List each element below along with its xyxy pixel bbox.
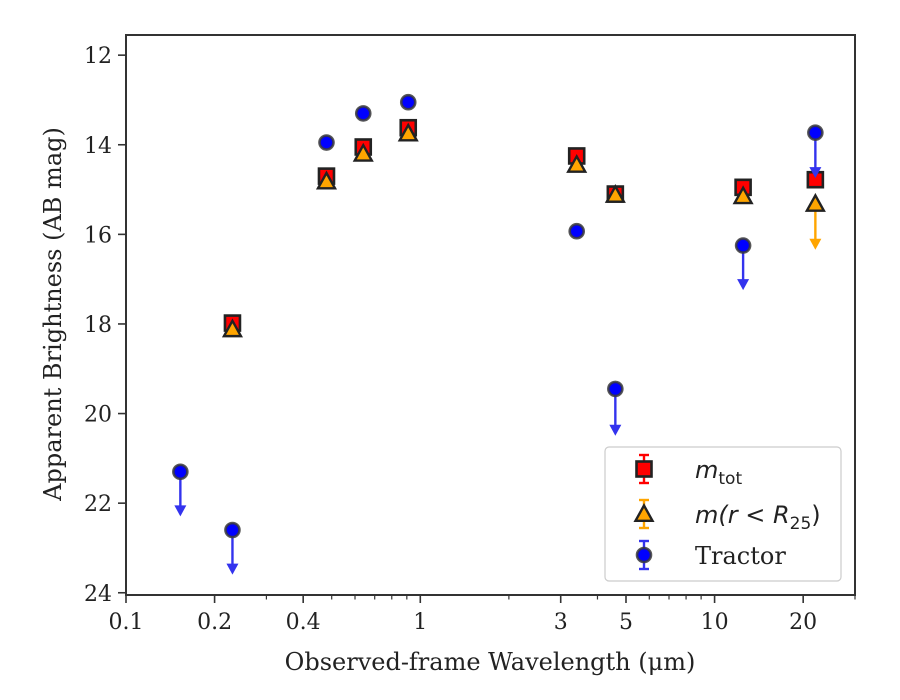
upper-limit-arrowhead — [174, 505, 187, 517]
legend-circle-marker — [635, 546, 653, 564]
circle-marker — [807, 124, 824, 141]
y-tick-label: 16 — [84, 223, 112, 248]
axes: 0.1 0.2 0.4 1 3 5 10 20 12 14 16 18 20 22 24 — [84, 34, 856, 635]
y-tick-label: 12 — [84, 44, 112, 69]
triangle-marker — [732, 185, 754, 205]
circle-marker — [399, 93, 417, 111]
x-tick-label: 0.1 — [109, 610, 144, 635]
x-tick-label: 1 — [413, 610, 427, 635]
y-tick-label: 14 — [84, 134, 112, 159]
upper-limit-arrowhead — [737, 279, 750, 291]
x-tick-label: 0.4 — [286, 610, 321, 635]
circle-marker — [318, 134, 335, 151]
upper-limit-arrowhead — [609, 424, 622, 436]
triangle-marker — [566, 153, 588, 173]
circle-marker — [568, 222, 586, 240]
circle-marker — [224, 521, 241, 539]
y-tick-label: 22 — [84, 492, 112, 517]
y-tick-label: 24 — [84, 582, 112, 607]
triangle-marker — [352, 142, 374, 162]
triangle-marker — [315, 170, 338, 190]
triangle-marker — [804, 192, 826, 212]
triangle-marker — [397, 122, 419, 142]
triangle-marker — [604, 183, 626, 203]
y-tick-label: 20 — [84, 403, 112, 428]
x-tick-label: 20 — [789, 610, 817, 635]
legend-square-marker — [635, 460, 653, 478]
upper-limit-arrowhead — [226, 563, 239, 575]
y-axis-label: Apparent Brightness (AB mag) — [39, 127, 67, 502]
legend-triangle-marker — [633, 503, 655, 522]
x-axis-label: Observed-frame Wavelength (μm) — [285, 648, 696, 676]
data-points — [172, 93, 826, 575]
x-tick-label: 5 — [619, 610, 633, 635]
plot-frame — [125, 34, 856, 596]
upper-limit-arrowhead — [809, 167, 822, 179]
legend-label-tractor: Tractor — [695, 542, 786, 570]
x-tick-label: 3 — [554, 610, 568, 635]
circle-marker — [734, 237, 752, 254]
circle-marker — [354, 105, 372, 122]
y-tick-label: 18 — [84, 313, 112, 338]
upper-limit-arrowhead — [809, 238, 822, 250]
triangle-marker — [221, 318, 243, 338]
circle-marker — [607, 380, 624, 398]
circle-marker — [172, 463, 189, 481]
legend-box — [604, 446, 842, 582]
x-tick-label: 0.2 — [197, 610, 232, 635]
x-tick-label: 10 — [701, 610, 729, 635]
